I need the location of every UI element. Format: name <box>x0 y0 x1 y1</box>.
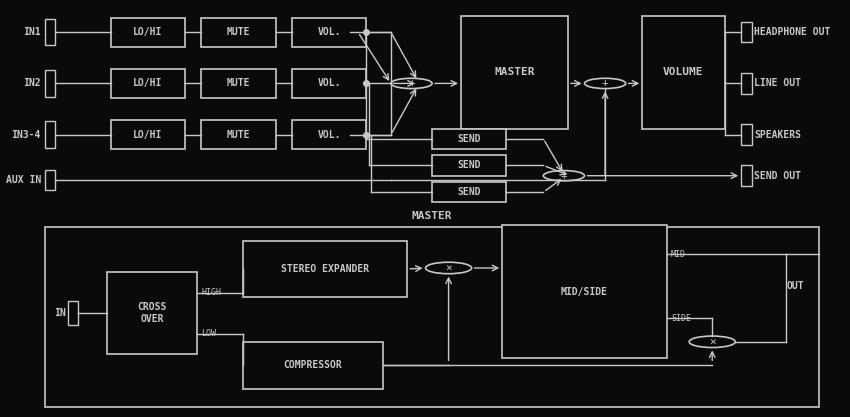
Text: VOL.: VOL. <box>317 130 341 140</box>
FancyBboxPatch shape <box>45 227 819 407</box>
Text: HEADPHONE OUT: HEADPHONE OUT <box>754 27 830 37</box>
Text: VOL.: VOL. <box>317 78 341 88</box>
Text: LINE OUT: LINE OUT <box>754 78 802 88</box>
FancyBboxPatch shape <box>201 69 275 98</box>
FancyBboxPatch shape <box>292 121 366 149</box>
FancyBboxPatch shape <box>45 170 54 190</box>
Text: +: + <box>408 78 415 88</box>
Circle shape <box>426 262 472 274</box>
FancyBboxPatch shape <box>432 128 507 149</box>
Text: MID/SIDE: MID/SIDE <box>561 286 608 296</box>
Text: IN1: IN1 <box>23 27 41 37</box>
FancyBboxPatch shape <box>110 18 185 47</box>
Text: IN: IN <box>54 308 65 318</box>
FancyBboxPatch shape <box>107 272 197 354</box>
FancyBboxPatch shape <box>461 16 568 128</box>
Text: COMPRESSOR: COMPRESSOR <box>283 360 342 370</box>
FancyBboxPatch shape <box>45 19 54 45</box>
Text: LOW: LOW <box>201 329 217 338</box>
Text: +: + <box>602 78 609 88</box>
FancyBboxPatch shape <box>741 124 751 145</box>
Text: MASTER: MASTER <box>494 67 535 77</box>
Circle shape <box>543 171 585 181</box>
Text: LO/HI: LO/HI <box>133 27 162 37</box>
FancyBboxPatch shape <box>292 18 366 47</box>
FancyBboxPatch shape <box>741 166 751 186</box>
FancyBboxPatch shape <box>432 182 507 202</box>
Text: SPEAKERS: SPEAKERS <box>754 130 802 140</box>
FancyBboxPatch shape <box>201 18 275 47</box>
Text: SEND OUT: SEND OUT <box>754 171 802 181</box>
Text: MUTE: MUTE <box>227 78 250 88</box>
Text: LO/HI: LO/HI <box>133 78 162 88</box>
Text: HIGH: HIGH <box>201 288 221 297</box>
Text: CROSS
OVER: CROSS OVER <box>138 302 167 324</box>
Text: SEND: SEND <box>457 134 481 144</box>
FancyBboxPatch shape <box>242 342 382 389</box>
Text: IN2: IN2 <box>23 78 41 88</box>
Text: VOLUME: VOLUME <box>663 67 704 77</box>
Text: MASTER: MASTER <box>412 211 452 221</box>
FancyBboxPatch shape <box>741 22 751 43</box>
Text: SEND: SEND <box>457 187 481 197</box>
FancyBboxPatch shape <box>110 69 185 98</box>
Text: MID: MID <box>671 250 686 259</box>
Text: MUTE: MUTE <box>227 27 250 37</box>
Text: OUT: OUT <box>786 281 804 291</box>
FancyBboxPatch shape <box>45 70 54 97</box>
Circle shape <box>689 336 735 347</box>
Circle shape <box>585 78 626 88</box>
FancyBboxPatch shape <box>502 225 667 358</box>
FancyBboxPatch shape <box>68 301 78 325</box>
Text: STEREO EXPANDER: STEREO EXPANDER <box>281 264 369 274</box>
Circle shape <box>391 78 432 88</box>
Text: SIDE: SIDE <box>671 314 691 323</box>
FancyBboxPatch shape <box>110 121 185 149</box>
Text: AUX IN: AUX IN <box>5 175 41 185</box>
Text: IN3-4: IN3-4 <box>11 130 41 140</box>
Text: VOL.: VOL. <box>317 27 341 37</box>
FancyBboxPatch shape <box>242 241 407 296</box>
FancyBboxPatch shape <box>643 16 724 128</box>
Text: ×: × <box>709 337 716 347</box>
Text: LO/HI: LO/HI <box>133 130 162 140</box>
FancyBboxPatch shape <box>45 121 54 148</box>
Text: ×: × <box>445 263 452 273</box>
Text: MUTE: MUTE <box>227 130 250 140</box>
FancyBboxPatch shape <box>741 73 751 94</box>
FancyBboxPatch shape <box>201 121 275 149</box>
Text: SEND: SEND <box>457 161 481 171</box>
FancyBboxPatch shape <box>292 69 366 98</box>
FancyBboxPatch shape <box>432 155 507 176</box>
Text: +: + <box>560 171 567 181</box>
